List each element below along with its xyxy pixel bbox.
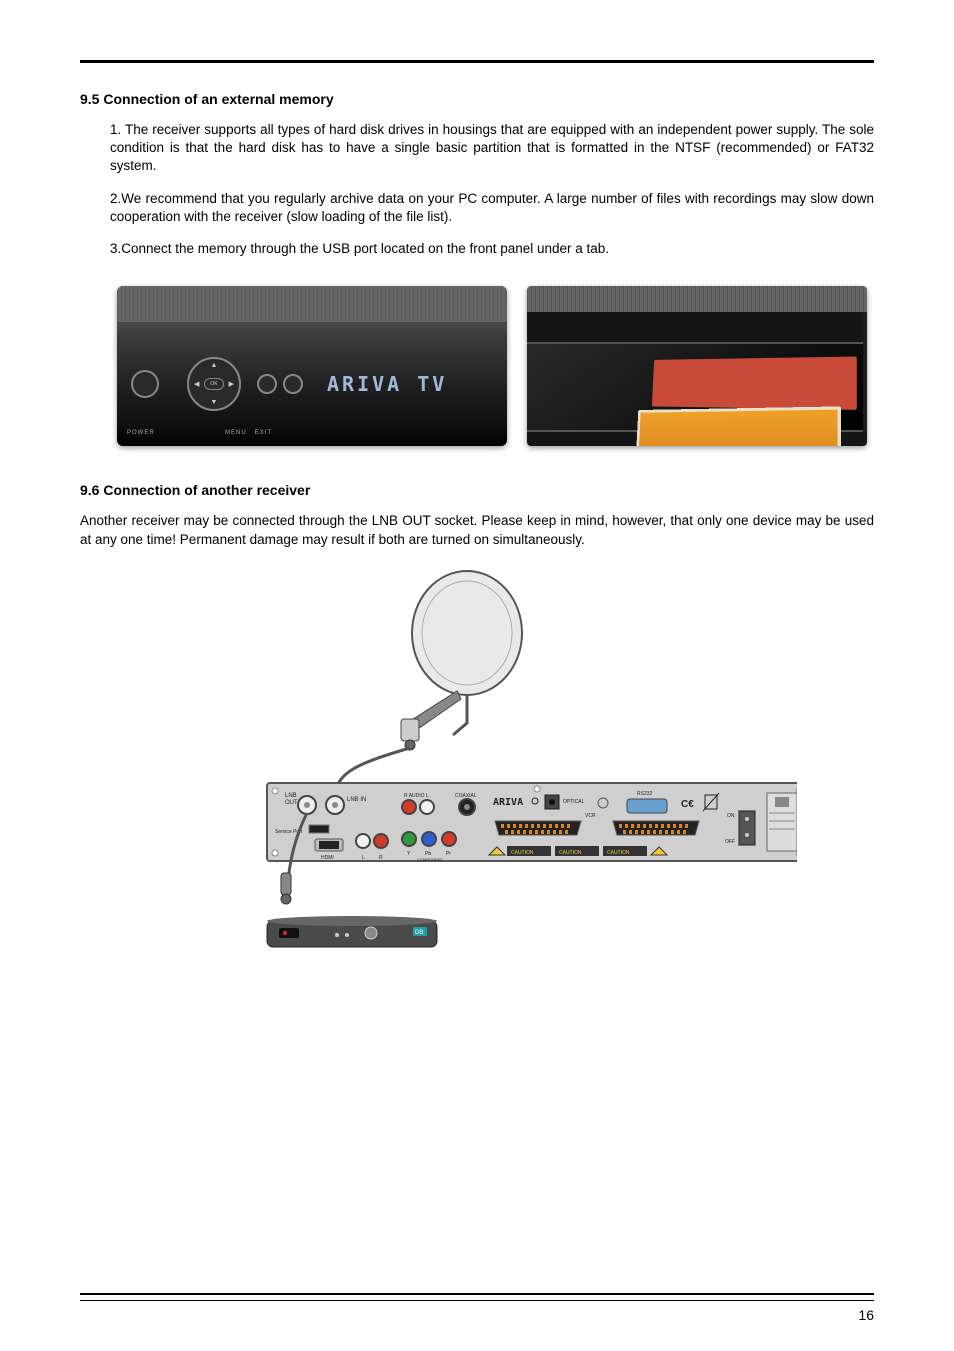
receiver-display: ARIVA TV <box>327 372 447 396</box>
footer-rule-thin <box>80 1300 874 1301</box>
svg-text:OPTICAL: OPTICAL <box>563 799 585 805</box>
section-96-para1: Another receiver may be connected throug… <box>80 512 874 548</box>
svg-text:L: L <box>362 855 365 861</box>
ok-label: OK <box>204 378 224 390</box>
power-button-graphic <box>131 370 159 398</box>
section-95-para3: 3.Connect the memory through the USB por… <box>110 240 874 258</box>
figure-row-receiver: POWER ▲ ▼ ◀ ▶ OK MENU EXIT ARIVA TV <box>110 286 874 446</box>
receiver-front-image: POWER ▲ ▼ ◀ ▶ OK MENU EXIT ARIVA TV <box>117 286 507 446</box>
svg-text:R AUDIO L: R AUDIO L <box>404 793 429 799</box>
svg-text:Pr: Pr <box>446 851 451 857</box>
svg-text:C€: C€ <box>681 799 694 810</box>
dpad-graphic: ▲ ▼ ◀ ▶ OK <box>187 357 241 411</box>
section-95-para2: 2.We recommend that you regularly archiv… <box>110 190 874 226</box>
menu-exit-labels: MENU EXIT <box>225 430 272 436</box>
svg-text:RS232: RS232 <box>637 791 653 797</box>
svg-text:COMPONENT: COMPONENT <box>417 857 444 862</box>
svg-text:OFF: OFF <box>725 839 735 845</box>
svg-text:R: R <box>379 855 383 861</box>
page-number: 16 <box>858 1307 874 1323</box>
section-95-heading: 9.5 Connection of an external memory <box>80 91 874 107</box>
svg-text:CAUTION: CAUTION <box>607 850 630 856</box>
connection-diagram: LNB OUT LNB IN Service Port HDMI L R R A… <box>80 563 874 968</box>
top-rule <box>80 60 874 63</box>
svg-text:DB: DB <box>415 930 423 936</box>
svg-text:LNB IN: LNB IN <box>347 797 366 803</box>
svg-text:OUT: OUT <box>285 800 298 806</box>
svg-text:HDMI: HDMI <box>321 855 334 861</box>
section-95-para1: 1. The receiver supports all types of ha… <box>110 121 874 176</box>
section-96-heading: 9.6 Connection of another receiver <box>80 482 874 498</box>
svg-text:VCR: VCR <box>585 813 596 819</box>
svg-text:LNB: LNB <box>285 793 297 799</box>
card-slot-image <box>527 286 867 446</box>
power-label: POWER <box>127 430 155 436</box>
svg-text:ON: ON <box>727 813 735 819</box>
brand-label: ARIVA <box>493 797 523 808</box>
footer-rule-thick <box>80 1293 874 1295</box>
svg-text:CAUTION: CAUTION <box>511 850 534 856</box>
svg-text:CAUTION: CAUTION <box>559 850 582 856</box>
